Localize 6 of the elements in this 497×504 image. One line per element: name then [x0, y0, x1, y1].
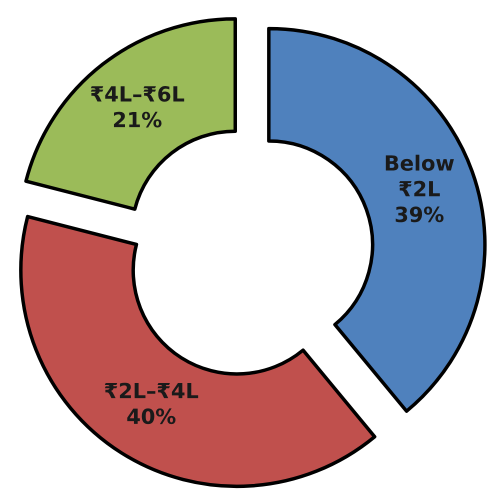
slice-label: ₹2L–₹4L — [104, 382, 198, 398]
slice-label: Below ₹2L — [386, 154, 454, 196]
data-label: 40% — [127, 408, 176, 424]
data-label: 39% — [396, 206, 444, 222]
data-label: 21% — [114, 112, 162, 128]
slice-label: ₹4L–₹6L — [90, 86, 184, 102]
